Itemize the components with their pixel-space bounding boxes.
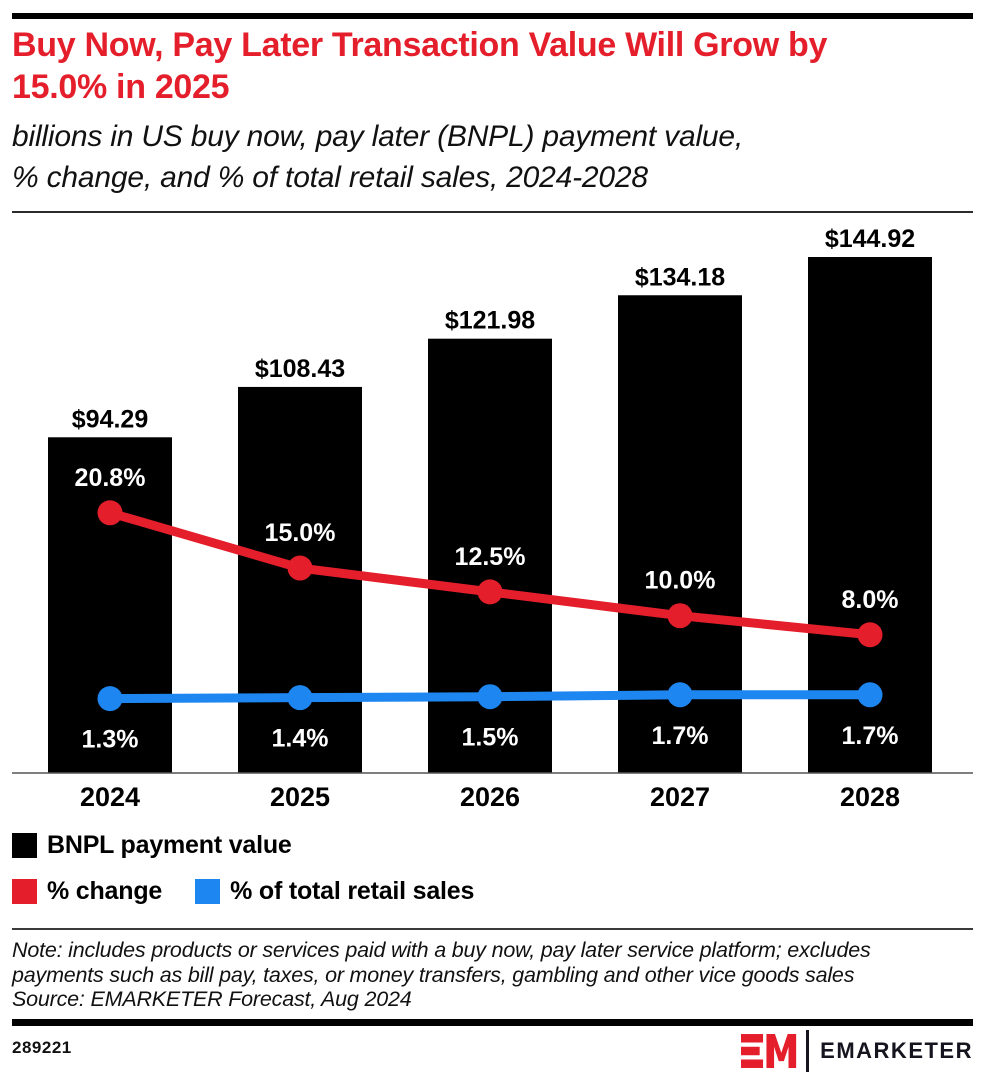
logo-divider [806,1030,810,1072]
legend-row-1: BNPL payment value [12,831,973,860]
pct-change-series-swatch-icon [12,879,37,904]
legend-label: % change [47,877,163,905]
chart-legend: BNPL payment value % change % of total r… [12,831,973,906]
note-divider [12,928,973,930]
chart-title-line1: Buy Now, Pay Later Transaction Value Wil… [12,26,828,64]
x-axis-label-2026: 2026 [460,782,520,812]
bar-2024 [48,437,172,773]
legend-label: % of total retail sales [230,877,475,905]
logo-wordmark: EMARKETER [820,1038,973,1063]
retail-share-series-swatch-icon [195,879,221,904]
bar-value-label: $144.92 [825,225,915,253]
retail-share-label: 1.4% [272,725,329,753]
pct-change-label: 12.5% [455,543,526,571]
legend-item-pct-change: % change [12,877,162,906]
line-point [97,500,123,526]
bar-value-label: $134.18 [635,263,725,291]
top-rule [12,13,973,19]
chart-subtitle: billions in US buy now, pay later (BNPL)… [12,116,973,198]
bar-series-swatch-icon [12,833,37,858]
line-point [857,682,883,708]
pct-change-label: 8.0% [842,586,899,614]
retail-share-label: 1.7% [842,722,899,750]
legend-item-bnpl-payment-value: BNPL payment value [12,831,292,860]
bar-value-label: $121.98 [445,307,535,335]
line-point [477,579,503,605]
chart-subtitle-line2: % change, and % of total retail sales, 2… [12,161,648,194]
pct-change-label: 15.0% [265,519,336,547]
emarketer-monogram-icon [741,1034,797,1068]
line-point [667,603,693,629]
line-point [97,686,123,712]
line-point [287,555,313,581]
x-axis-label-2027: 2027 [650,782,710,812]
legend-item-pct-retail-sales: % of total retail sales [195,877,474,906]
bar-value-label: $94.29 [72,405,148,433]
retail-share-label: 1.5% [462,724,519,752]
legend-row-2: % change % of total retail sales [12,877,973,906]
pct-change-label: 10.0% [645,567,716,595]
bar-value-label: $108.43 [255,355,345,383]
pct-change-label: 20.8% [75,464,146,492]
emarketer-logo: EMARKETER [741,1028,973,1074]
footnote: Note: includes products or services paid… [12,938,973,1012]
retail-share-label: 1.3% [82,726,139,754]
x-axis-label-2025: 2025 [270,782,330,812]
legend-label: BNPL payment value [47,831,292,859]
chart-subtitle-line1: billions in US buy now, pay later (BNPL)… [12,120,744,153]
x-axis-label-2024: 2024 [80,782,140,812]
line-point [667,682,693,708]
line-point [477,684,503,710]
chart-id: 289221 [12,1038,72,1057]
line-point [857,622,883,648]
subtitle-divider [12,211,973,213]
x-axis-label-2028: 2028 [840,782,900,812]
footer-rule [12,1019,973,1026]
note-line2: payments such as bill pay, taxes, or mon… [12,962,855,987]
line-point [287,685,313,711]
retail-share-label: 1.7% [652,722,709,750]
bnpl-combo-chart: $94.29 $108.43 $121.98 $134.18 $144.92 20.8% 1… [12,225,973,812]
chart-title-line2: 15.0% in 2025 [12,68,230,106]
note-line1: Note: includes products or services paid… [12,938,871,962]
source-line: Source: EMARKETER Forecast, Aug 2024 [12,987,412,1011]
chart-title: Buy Now, Pay Later Transaction Value Wil… [12,24,973,108]
